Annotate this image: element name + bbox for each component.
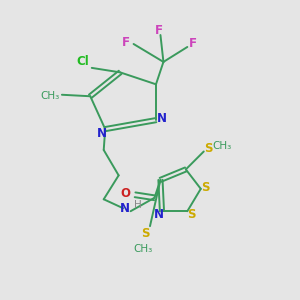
Text: N: N [157, 112, 167, 125]
Text: N: N [120, 202, 130, 215]
Text: S: S [188, 208, 196, 221]
Text: S: S [204, 142, 212, 155]
Text: Cl: Cl [76, 56, 89, 68]
Text: N: N [154, 208, 164, 221]
Text: F: F [155, 24, 163, 37]
Text: O: O [120, 187, 130, 200]
Text: S: S [201, 181, 209, 194]
Text: CH₃: CH₃ [40, 91, 60, 101]
Text: CH₃: CH₃ [212, 141, 231, 151]
Text: F: F [189, 38, 197, 50]
Text: S: S [141, 227, 150, 240]
Text: CH₃: CH₃ [133, 244, 152, 254]
Text: N: N [97, 127, 107, 140]
Text: H: H [134, 200, 142, 210]
Text: F: F [122, 36, 130, 49]
